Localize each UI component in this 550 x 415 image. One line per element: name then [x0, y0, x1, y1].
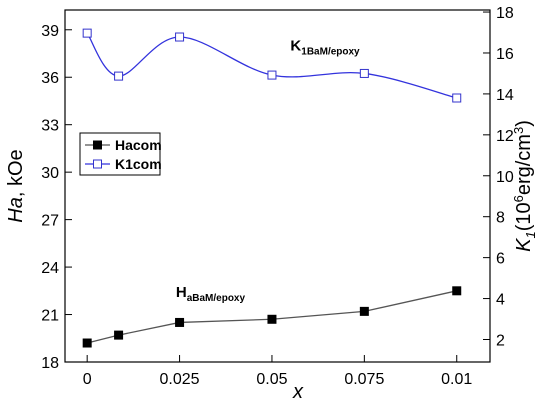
y2-tick-label: 14 — [496, 87, 514, 104]
y2-tick-label: 6 — [496, 251, 505, 268]
marker — [452, 93, 462, 103]
y-tick-label: 39 — [41, 23, 59, 40]
marker — [175, 317, 185, 327]
y2-label-part: 6 — [511, 195, 526, 202]
marker — [267, 70, 277, 80]
y-tick-label: 24 — [41, 260, 59, 277]
legend-label: K1com — [115, 156, 162, 172]
x-axis-label: x — [292, 381, 304, 403]
legend: Hacom K1com — [79, 132, 162, 176]
legend-label: Hacom — [115, 137, 162, 153]
marker — [359, 68, 369, 78]
y2-tick-label: 8 — [496, 210, 505, 227]
y-tick-label: 36 — [41, 70, 59, 87]
marker — [114, 330, 124, 340]
x-tick-label: 0.075 — [344, 371, 384, 388]
y2-tick-label: 4 — [496, 292, 505, 309]
y2-label-part: K — [513, 237, 535, 252]
x-tick-label: 0.025 — [160, 371, 200, 388]
marker — [175, 32, 185, 42]
marker — [452, 286, 462, 296]
series-line — [87, 290, 457, 344]
y-tick-label: 27 — [41, 213, 59, 230]
marker — [82, 28, 92, 38]
y-tick-label: 30 — [41, 165, 59, 182]
y2-label-part: 1 — [523, 231, 538, 238]
plot-frame — [64, 9, 491, 363]
y-tick-label: 18 — [41, 355, 59, 372]
y-label-unit: , kOe — [5, 149, 27, 197]
annotation: K1BaM/epoxy — [290, 37, 360, 57]
y2-label-part: erg/cm — [513, 134, 535, 195]
y-tick-label: 33 — [41, 118, 59, 135]
marker — [359, 306, 369, 316]
y2-tick-label: 16 — [496, 46, 514, 63]
marker — [93, 140, 102, 150]
y2-tick-label: 18 — [496, 5, 514, 22]
y-label-symbol: Ha — [5, 197, 27, 223]
annotation-main: H — [176, 284, 187, 301]
annotation-sub: 1BaM/epoxy — [301, 46, 360, 57]
marker — [93, 159, 102, 169]
x-tick-label: 0.01 — [441, 371, 472, 388]
series-line — [86, 32, 457, 99]
annotation-sub: aBaM/epoxy — [187, 293, 246, 304]
x-tick-label: 0 — [83, 371, 92, 388]
y2-label-part: (10 — [513, 202, 535, 231]
y2-tick-label: 12 — [496, 128, 514, 145]
x-tick-label: 0.05 — [256, 371, 287, 388]
y-tick-label: 21 — [41, 308, 59, 325]
y-axis-label: Ha, kOe — [5, 149, 27, 222]
y2-label-part: 3 — [511, 127, 526, 134]
annotation-main: K — [290, 37, 301, 54]
y2-tick-label: 10 — [496, 169, 514, 186]
y2-axis-label: K1(106erg/cm3) — [511, 120, 538, 252]
marker — [82, 338, 92, 348]
annotation: HaBaM/epoxy — [176, 284, 246, 304]
y2-label-part: ) — [513, 120, 535, 127]
marker — [114, 71, 124, 81]
marker — [267, 314, 277, 324]
y2-tick-label: 2 — [496, 332, 505, 349]
